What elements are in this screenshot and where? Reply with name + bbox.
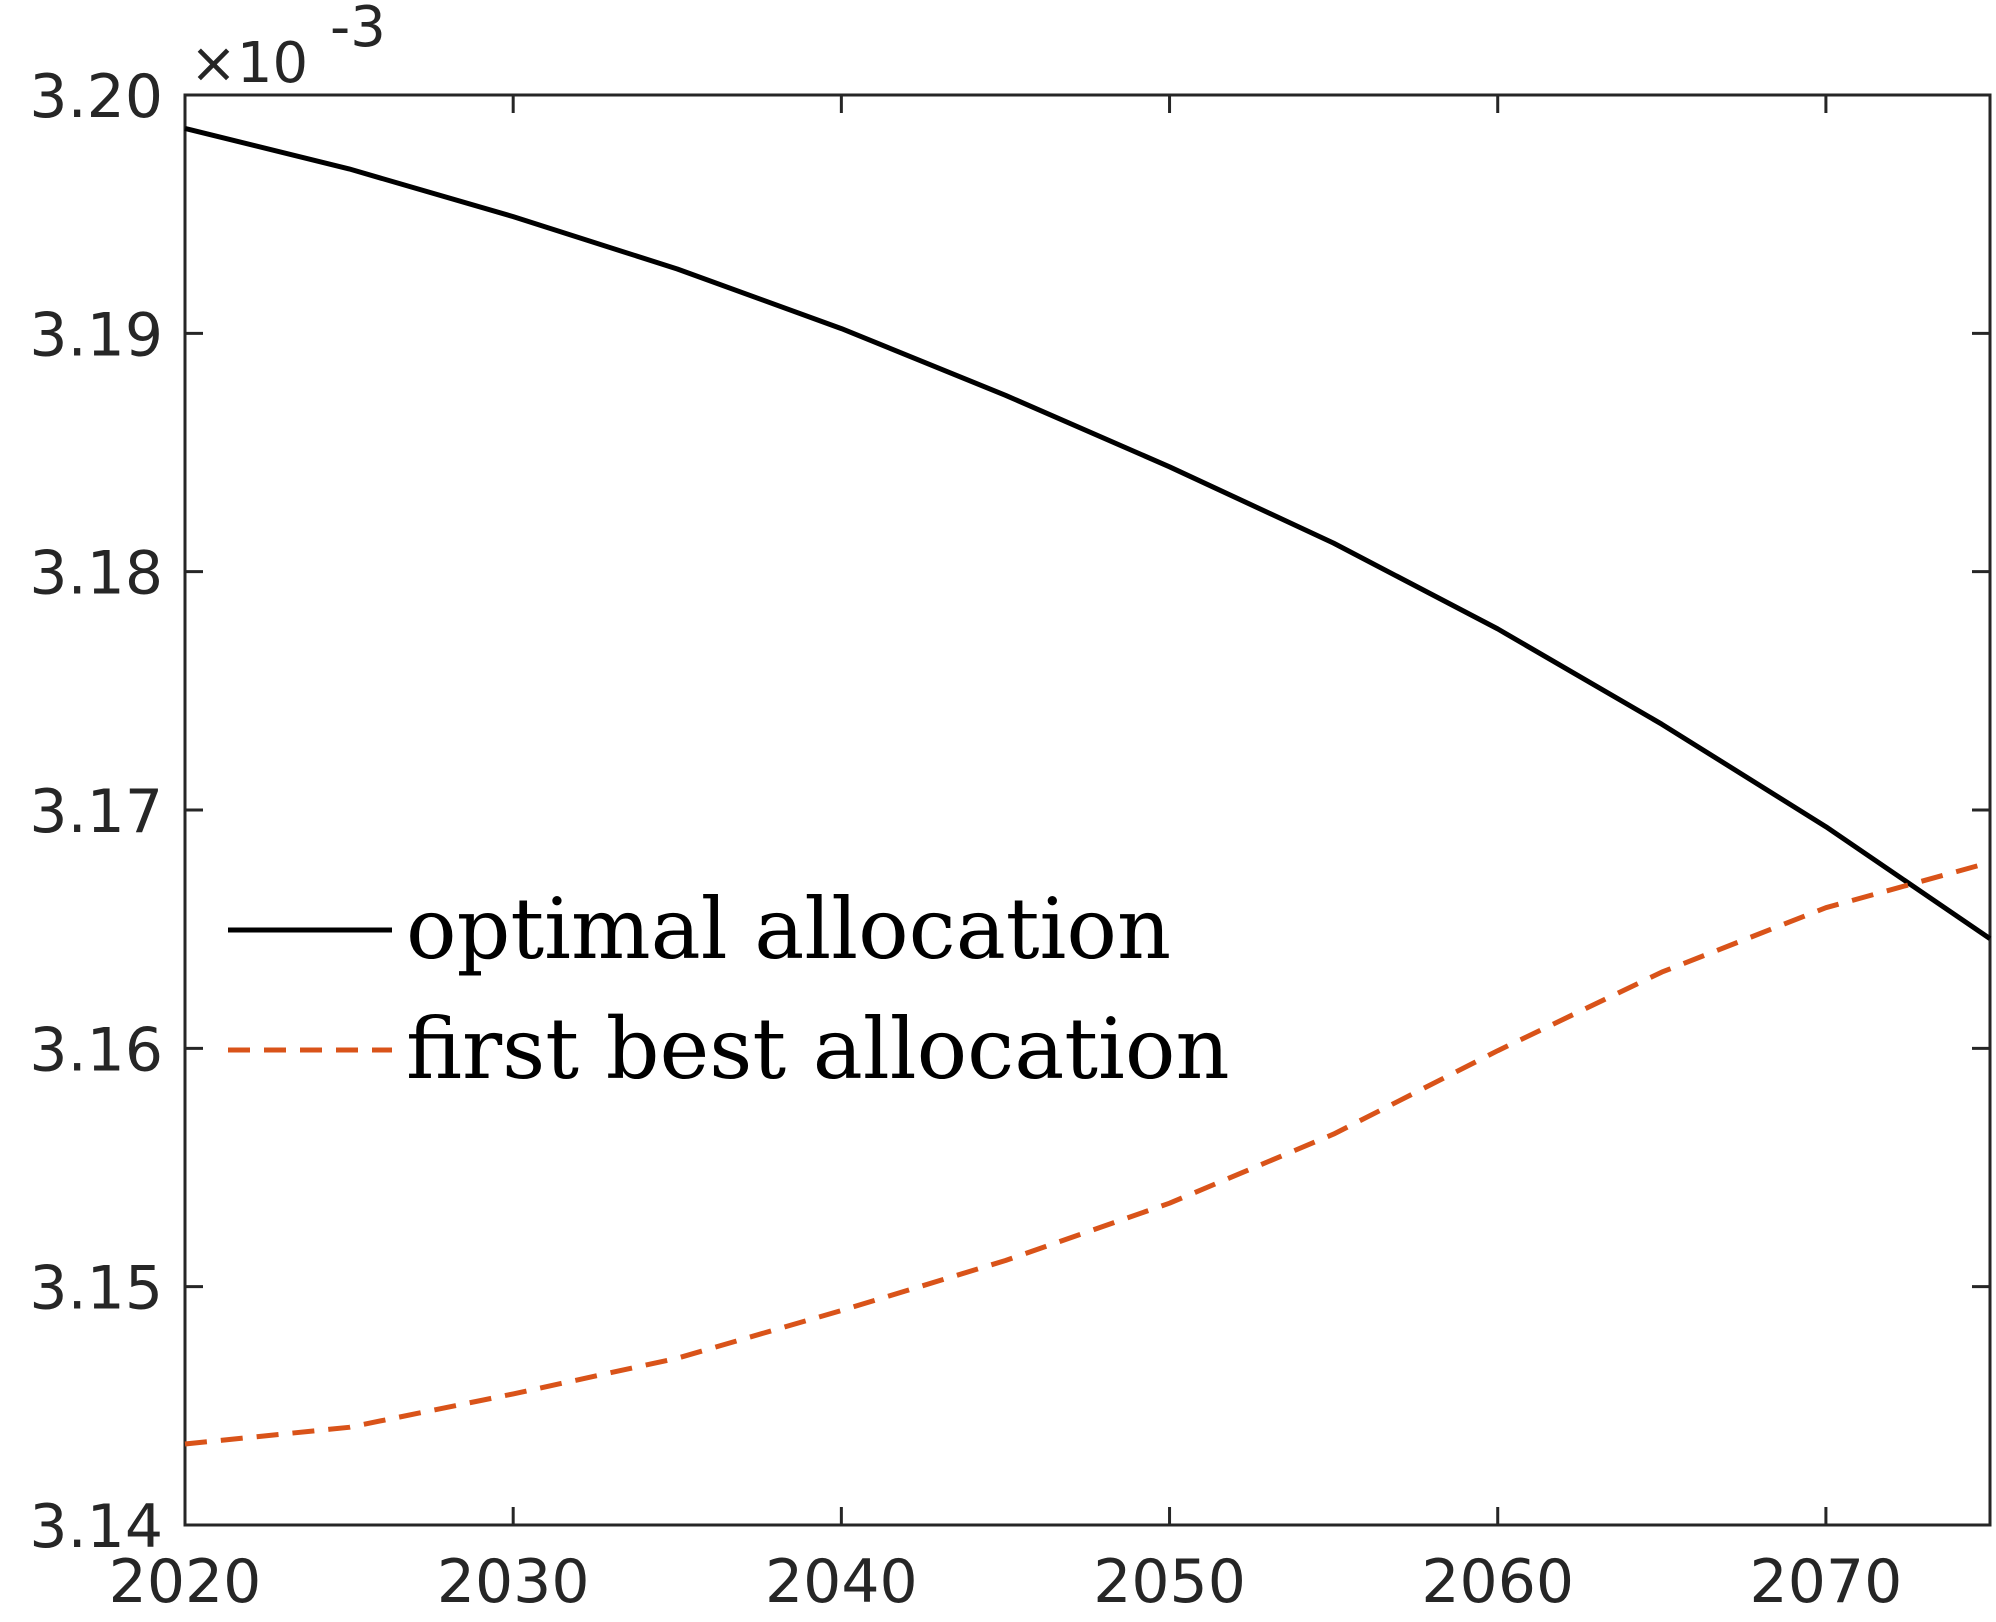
series-line-first-best-allocation: [184, 859, 1991, 1447]
y-tick-label: 3.20: [29, 62, 163, 132]
axes-box: [183, 93, 1992, 1527]
y-tick-label: 3.19: [29, 300, 163, 370]
axis-exponent-label: ×10 -3: [190, 0, 386, 96]
x-tick-label: 2020: [109, 1547, 262, 1617]
x-tick-label: 2030: [437, 1547, 590, 1617]
exponent-power-label: -3: [330, 0, 386, 60]
y-tick-label: 3.18: [29, 539, 163, 609]
legend-label-optimal: optimal allocation: [406, 880, 1171, 978]
x-tick-label: 2060: [1421, 1547, 1574, 1617]
legend-label-first-best: first best allocation: [406, 1000, 1230, 1098]
ticks: 2020 2030 2040 2050 2060 2070 3.14 3.15 3.16 3.17…: [29, 62, 1990, 1617]
x-tick-label: 2070: [1750, 1547, 1903, 1617]
exponent-base-label: ×10: [190, 31, 308, 96]
series-layer: [184, 125, 1992, 1447]
legend: optimal allocation first best allocation: [228, 880, 1230, 1098]
y-tick-label: 3.14: [29, 1492, 163, 1562]
x-tick-label: 2050: [1093, 1547, 1246, 1617]
plot-area: [183, 93, 1992, 1527]
y-tick-label: 3.15: [29, 1254, 163, 1324]
x-tick-label: 2040: [765, 1547, 918, 1617]
y-tick-label: 3.16: [29, 1015, 163, 1085]
y-tick-label: 3.17: [29, 777, 163, 847]
series-line-optimal-allocation: [184, 125, 1992, 941]
